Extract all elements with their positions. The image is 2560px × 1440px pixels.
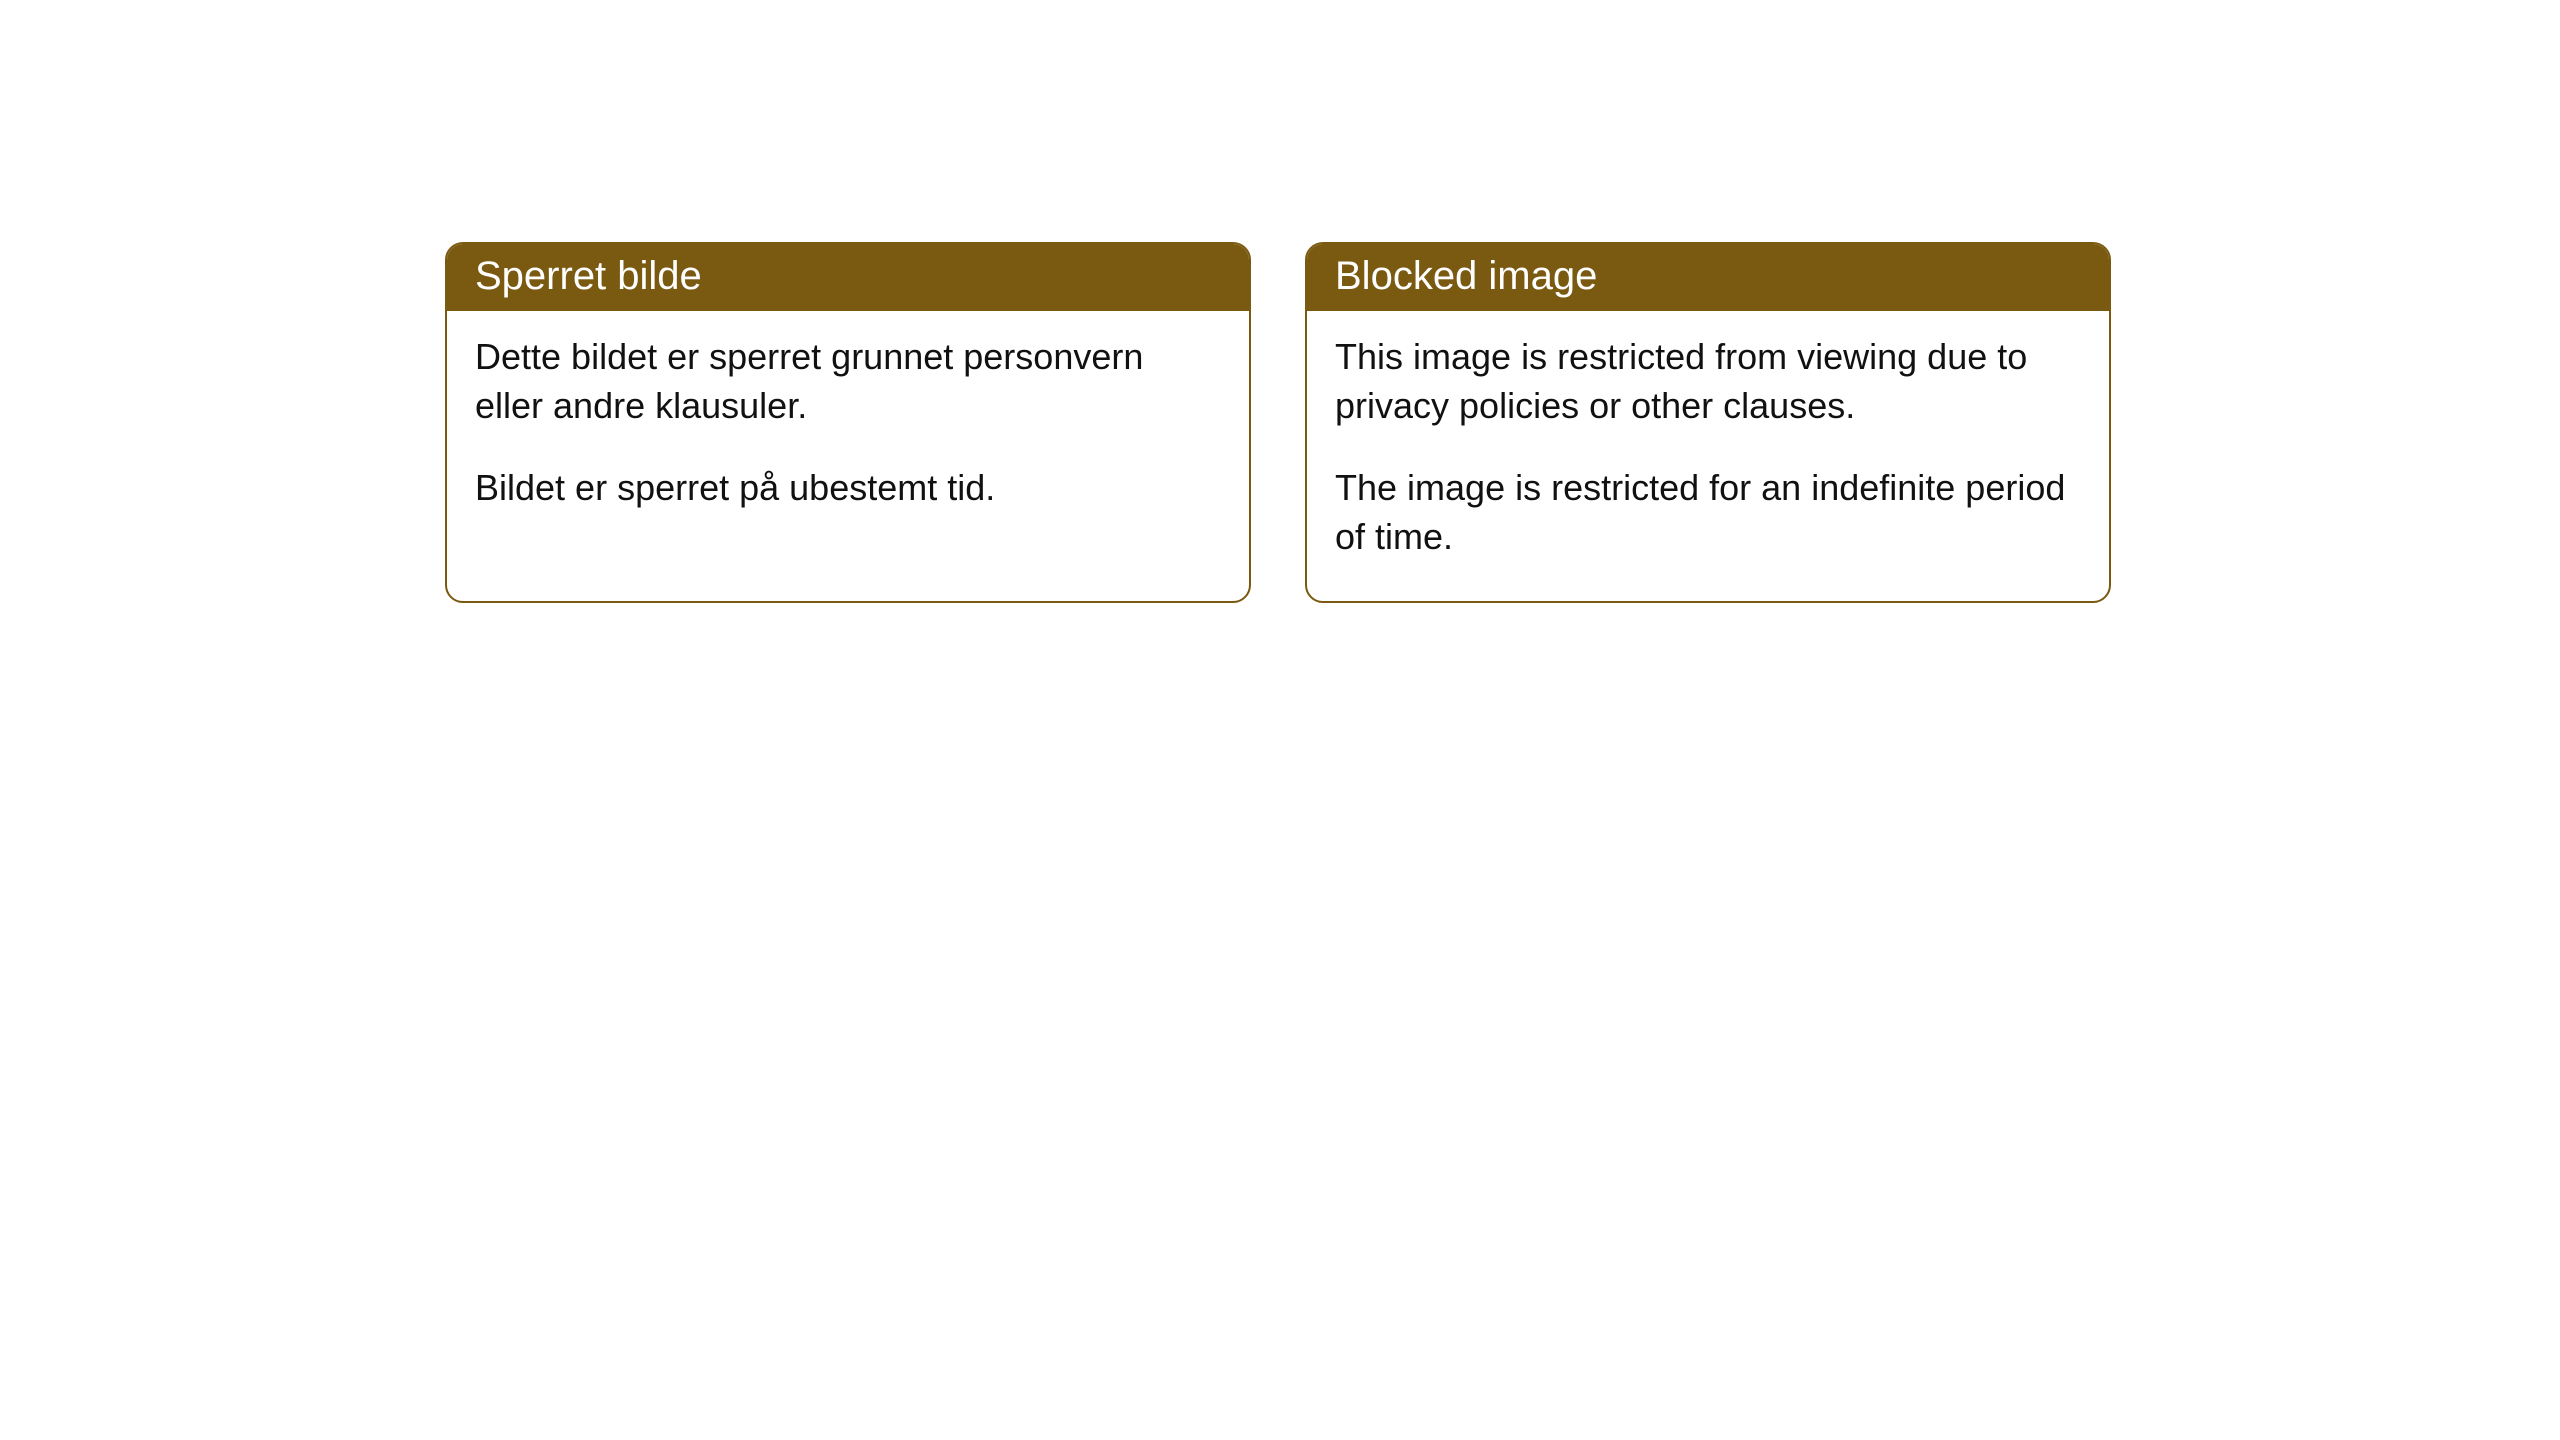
blocked-image-card-en: Blocked image This image is restricted f… [1305,242,2111,603]
card-body-paragraph: Dette bildet er sperret grunnet personve… [475,333,1221,430]
card-body-paragraph: The image is restricted for an indefinit… [1335,464,2081,561]
card-body-paragraph: This image is restricted from viewing du… [1335,333,2081,430]
card-body: Dette bildet er sperret grunnet personve… [447,311,1249,553]
notice-cards-container: Sperret bilde Dette bildet er sperret gr… [445,242,2111,603]
card-body-paragraph: Bildet er sperret på ubestemt tid. [475,464,1221,513]
card-header: Sperret bilde [447,244,1249,311]
card-header: Blocked image [1307,244,2109,311]
card-body: This image is restricted from viewing du… [1307,311,2109,601]
blocked-image-card-no: Sperret bilde Dette bildet er sperret gr… [445,242,1251,603]
